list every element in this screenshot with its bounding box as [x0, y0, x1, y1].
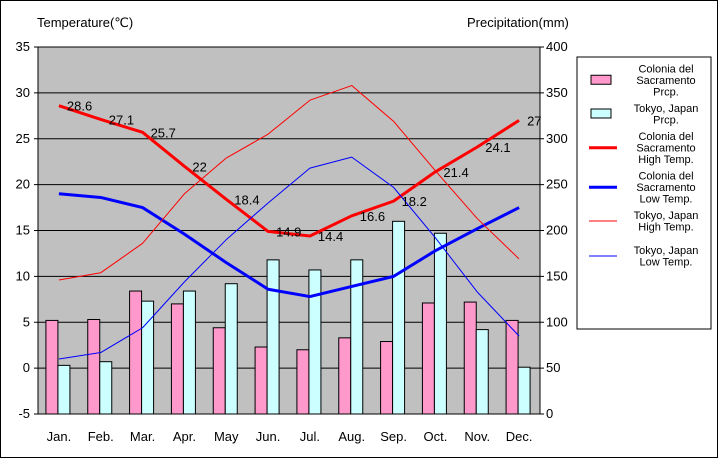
bar-tok_prcp	[475, 329, 489, 415]
bar-col_prcp	[380, 341, 394, 415]
legend-label-tok_high: High Temp.	[638, 222, 693, 234]
y-left-tick-label: 35	[16, 39, 30, 54]
legend-swatch-tok_prcp	[590, 108, 612, 119]
temperature-lines	[58, 85, 520, 360]
bar-tok_prcp	[57, 364, 71, 415]
x-tick-label: Dec.	[506, 429, 533, 444]
y-right-tick-label: 50	[546, 360, 560, 375]
data-label: 14.9	[276, 224, 301, 239]
bar-col_prcp	[212, 327, 226, 415]
data-label: 21.4	[443, 165, 468, 180]
legend-label-tok_prcp: Prcp.	[653, 115, 679, 127]
bar-col_prcp	[296, 349, 310, 415]
data-label: 27.1	[109, 112, 134, 127]
y-left-axis-title: Temperature(℃)	[37, 15, 133, 30]
line-tok_low	[58, 156, 520, 360]
x-tick-label: Sep.	[380, 429, 407, 444]
x-tick-label: Nov.	[464, 429, 490, 444]
y-left-tick-label: 10	[16, 268, 30, 283]
y-left-tick-label: 20	[16, 177, 30, 192]
legend-box	[576, 56, 712, 330]
data-label: 25.7	[151, 125, 176, 140]
bar-col_prcp	[170, 303, 184, 415]
data-label: 27	[527, 113, 541, 128]
x-tick-label: Oct.	[423, 429, 447, 444]
legend-label-tok_high: Tokyo, Japan	[634, 210, 699, 222]
legend-label-tok_low: Tokyo, Japan	[634, 245, 699, 257]
legend-label-col_prcp: Sacramento	[636, 75, 695, 87]
legend-swatch-col_prcp	[590, 74, 612, 85]
data-label: 18.4	[234, 192, 259, 207]
bar-tok_prcp	[433, 232, 447, 415]
y-right-tick-label: 350	[546, 85, 568, 100]
y-left-tick-label: 0	[23, 360, 30, 375]
data-label: 18.2	[402, 194, 427, 209]
y-left-tick-label: -5	[18, 406, 30, 421]
bar-col_prcp	[505, 319, 519, 415]
bar-tok_prcp	[308, 269, 322, 415]
x-tick-label: Apr.	[173, 429, 196, 444]
bar-tok_prcp	[392, 220, 406, 415]
bar-col_prcp	[129, 290, 143, 415]
bar-tok_prcp	[517, 366, 531, 415]
bar-tok_prcp	[182, 290, 196, 415]
y-right-tick-label: 300	[546, 131, 568, 146]
bar-col_prcp	[45, 319, 59, 415]
bar-col_prcp	[87, 318, 101, 415]
bar-tok_prcp	[99, 361, 113, 415]
legend-label-col_high: Colonia del	[638, 131, 693, 143]
bar-col_prcp	[421, 302, 435, 415]
x-tick-label: Feb.	[88, 429, 114, 444]
legend-label-tok_low: Low Temp.	[640, 257, 693, 269]
y-right-tick-label: 0	[546, 406, 553, 421]
axis-ticks: -505101520253035050100150200250300350400…	[16, 39, 568, 444]
legend-label-col_low: Low Temp.	[640, 194, 693, 206]
y-left-tick-label: 25	[16, 131, 30, 146]
x-tick-label: Aug.	[338, 429, 365, 444]
bar-tok_prcp	[224, 283, 238, 415]
y-right-tick-label: 400	[546, 39, 568, 54]
x-tick-label: Jun.	[256, 429, 281, 444]
data-label: 28.6	[67, 99, 92, 114]
y-right-axis-title: Precipitation(mm)	[467, 15, 569, 30]
data-label: 14.4	[318, 229, 343, 244]
data-label: 16.6	[360, 209, 385, 224]
bar-col_prcp	[254, 346, 268, 415]
bar-col_prcp	[463, 301, 477, 415]
legend-label-col_prcp: Prcp.	[653, 87, 679, 99]
x-tick-label: May	[214, 429, 239, 444]
legend-label-col_low: Sacramento	[636, 182, 695, 194]
x-tick-label: Jan.	[47, 429, 72, 444]
data-labels: 28.6 27.1 25.7 22 18.4 14.9 14.4 16.6 18.2 21.4 24…	[67, 99, 542, 244]
legend-label-col_prcp: Colonia del	[638, 64, 693, 76]
y-right-tick-label: 200	[546, 223, 568, 238]
data-label: 22	[192, 159, 206, 174]
y-right-tick-label: 250	[546, 177, 568, 192]
precipitation-bars	[45, 220, 531, 415]
legend-label-col_low: Colonia del	[638, 171, 693, 183]
bar-tok_prcp	[266, 259, 280, 415]
line-tok_high	[58, 85, 520, 281]
line-col_high	[58, 104, 520, 238]
y-left-tick-label: 30	[16, 85, 30, 100]
y-right-tick-label: 100	[546, 314, 568, 329]
y-right-tick-label: 150	[546, 268, 568, 283]
y-left-tick-label: 15	[16, 223, 30, 238]
gridlines	[38, 92, 540, 369]
legend-label-col_high: High Temp.	[638, 154, 693, 166]
legend-label-tok_prcp: Tokyo, Japan	[634, 103, 699, 115]
legend-label-col_high: Sacramento	[636, 143, 695, 155]
y-left-tick-label: 5	[23, 314, 30, 329]
x-tick-label: Jul.	[300, 429, 320, 444]
x-tick-label: Mar.	[130, 429, 155, 444]
data-label: 24.1	[485, 140, 510, 155]
bar-col_prcp	[338, 337, 352, 415]
